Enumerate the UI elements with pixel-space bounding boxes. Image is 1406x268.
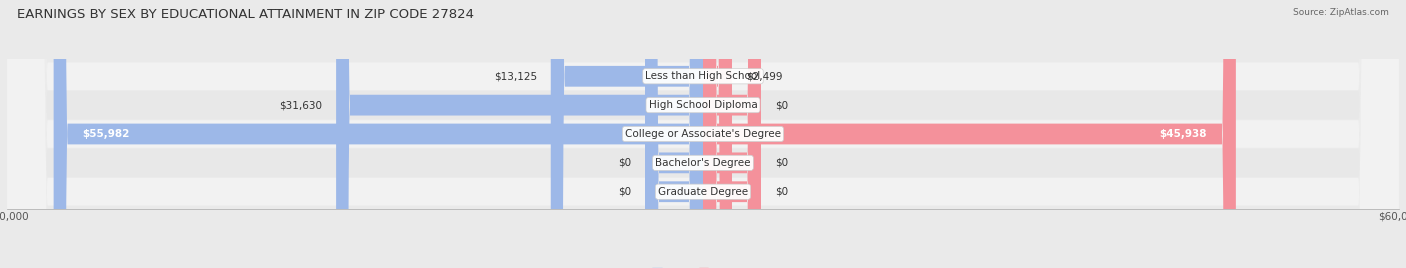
Text: $45,938: $45,938: [1160, 129, 1206, 139]
FancyBboxPatch shape: [7, 0, 1399, 268]
Text: Source: ZipAtlas.com: Source: ZipAtlas.com: [1294, 8, 1389, 17]
Text: $0: $0: [775, 158, 787, 168]
Text: $2,499: $2,499: [747, 71, 782, 81]
FancyBboxPatch shape: [645, 0, 703, 268]
Text: High School Diploma: High School Diploma: [648, 100, 758, 110]
Text: $31,630: $31,630: [280, 100, 322, 110]
Text: $0: $0: [619, 187, 631, 197]
FancyBboxPatch shape: [645, 0, 703, 268]
Text: EARNINGS BY SEX BY EDUCATIONAL ATTAINMENT IN ZIP CODE 27824: EARNINGS BY SEX BY EDUCATIONAL ATTAINMEN…: [17, 8, 474, 21]
FancyBboxPatch shape: [7, 0, 1399, 268]
Text: College or Associate's Degree: College or Associate's Degree: [626, 129, 780, 139]
FancyBboxPatch shape: [703, 0, 1236, 268]
FancyBboxPatch shape: [7, 0, 1399, 268]
Text: Less than High School: Less than High School: [645, 71, 761, 81]
Legend: Male, Female: Male, Female: [648, 263, 758, 268]
Text: $55,982: $55,982: [83, 129, 129, 139]
Text: $0: $0: [775, 100, 787, 110]
FancyBboxPatch shape: [53, 0, 703, 268]
Text: $13,125: $13,125: [494, 71, 537, 81]
FancyBboxPatch shape: [703, 0, 761, 268]
FancyBboxPatch shape: [336, 0, 703, 268]
FancyBboxPatch shape: [551, 0, 703, 268]
Text: $0: $0: [619, 158, 631, 168]
FancyBboxPatch shape: [703, 0, 761, 268]
FancyBboxPatch shape: [703, 0, 733, 268]
FancyBboxPatch shape: [703, 0, 761, 268]
FancyBboxPatch shape: [7, 0, 1399, 268]
Text: Graduate Degree: Graduate Degree: [658, 187, 748, 197]
FancyBboxPatch shape: [7, 0, 1399, 268]
Text: $0: $0: [775, 187, 787, 197]
Text: Bachelor's Degree: Bachelor's Degree: [655, 158, 751, 168]
